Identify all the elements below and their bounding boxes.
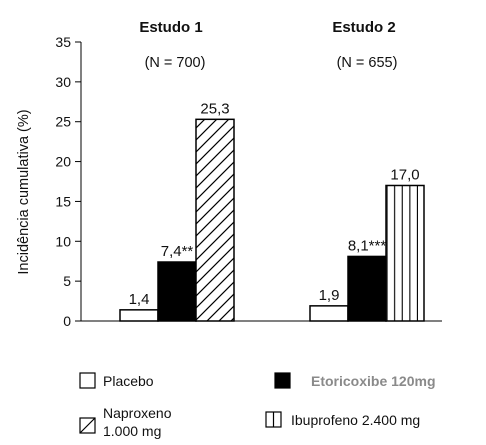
legend-label-etoricoxibe: Etoricoxibe 120mg <box>311 373 436 389</box>
data-label-2-1: 1,9 <box>319 287 340 304</box>
bar-1-2 <box>157 261 197 322</box>
group-title-estudo-1: Estudo 1 <box>139 19 202 36</box>
data-label-1-1: 1,4 <box>129 291 150 308</box>
bar-2-2 <box>347 255 387 322</box>
bar-2-1 <box>309 305 349 322</box>
data-label-2-3: 17,0 <box>390 166 419 183</box>
legend-label-ibuprofeno: Ibuprofeno 2.400 mg <box>291 412 420 428</box>
y-tick-label: 25 <box>55 114 71 130</box>
legend-swatch-etoricoxibe <box>274 372 291 389</box>
legend-label-naproxeno-line1: Naproxeno <box>103 405 172 421</box>
y-tick-label: 15 <box>55 193 71 209</box>
group-n-estudo-1: (N = 700) <box>145 55 206 71</box>
data-label-1-3: 25,3 <box>200 100 229 117</box>
group-n-estudo-2: (N = 655) <box>337 55 398 71</box>
y-tick-label: 5 <box>63 273 71 289</box>
y-tick-label: 0 <box>63 313 71 329</box>
y-tick-label: 35 <box>55 34 71 50</box>
data-label-2-2: 8,1*** <box>348 237 387 254</box>
data-label-1-2: 7,4** <box>161 243 194 260</box>
y-tick-label: 10 <box>55 233 71 249</box>
y-tick-label: 30 <box>55 74 71 90</box>
y-tick-label: 20 <box>55 154 71 170</box>
legend-label-naproxeno-line2: 1.000 mg <box>103 423 161 439</box>
bar-2-3 <box>385 184 425 322</box>
bar-1-1 <box>119 309 159 322</box>
y-axis-label: Incidência cumulativa (%) <box>16 109 32 274</box>
group-title-estudo-2: Estudo 2 <box>332 19 395 36</box>
legend-label-placebo: Placebo <box>103 373 154 389</box>
legend-swatch-naproxeno-hatch <box>79 417 96 434</box>
legend-swatch-placebo <box>79 372 96 389</box>
bar-1-3 <box>195 118 235 322</box>
